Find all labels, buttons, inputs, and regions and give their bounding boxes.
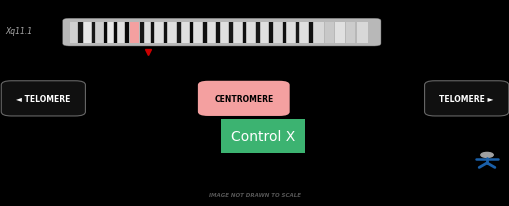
Bar	[92, 22, 95, 43]
FancyBboxPatch shape	[2, 81, 86, 116]
Bar	[104, 22, 106, 43]
FancyBboxPatch shape	[424, 81, 508, 116]
Bar	[334, 22, 345, 43]
Text: ◄ TELOMERE: ◄ TELOMERE	[16, 94, 70, 103]
Bar	[234, 22, 241, 43]
Bar	[220, 22, 228, 43]
Bar	[313, 22, 323, 43]
Bar	[151, 22, 154, 43]
Text: Control X: Control X	[230, 129, 294, 143]
Bar	[295, 22, 299, 43]
Bar	[189, 22, 193, 43]
Bar	[324, 22, 333, 43]
Bar	[242, 22, 246, 43]
Bar	[203, 22, 206, 43]
Bar	[287, 22, 294, 43]
Bar	[346, 22, 355, 43]
Circle shape	[480, 153, 492, 158]
Bar	[300, 22, 307, 43]
Bar	[145, 22, 150, 43]
Bar	[163, 22, 167, 43]
Bar	[129, 22, 138, 43]
Bar	[256, 22, 259, 43]
Bar	[125, 22, 128, 43]
Bar	[107, 22, 112, 43]
FancyBboxPatch shape	[197, 81, 289, 116]
Bar	[83, 22, 91, 43]
Bar	[216, 22, 219, 43]
Bar	[229, 22, 233, 43]
Bar	[139, 22, 144, 43]
Bar	[273, 22, 281, 43]
Bar	[168, 22, 176, 43]
Bar	[177, 22, 180, 43]
Bar	[96, 22, 103, 43]
Bar	[78, 22, 82, 43]
Bar	[155, 22, 162, 43]
Bar	[308, 22, 312, 43]
Bar	[269, 22, 272, 43]
Bar	[247, 22, 254, 43]
Text: IMAGE NOT DRAWN TO SCALE: IMAGE NOT DRAWN TO SCALE	[209, 192, 300, 197]
Text: TELOMERE ►: TELOMERE ►	[439, 94, 493, 103]
FancyBboxPatch shape	[63, 19, 380, 47]
Bar	[181, 22, 188, 43]
Bar	[118, 22, 124, 43]
Bar	[70, 22, 77, 43]
Bar	[356, 22, 367, 43]
Bar	[282, 22, 286, 43]
FancyBboxPatch shape	[220, 119, 304, 153]
Bar	[114, 22, 117, 43]
Text: CENTROMERE: CENTROMERE	[214, 94, 273, 103]
Text: Xq11.1: Xq11.1	[5, 27, 32, 36]
Bar	[260, 22, 268, 43]
Bar	[207, 22, 215, 43]
Bar	[194, 22, 202, 43]
